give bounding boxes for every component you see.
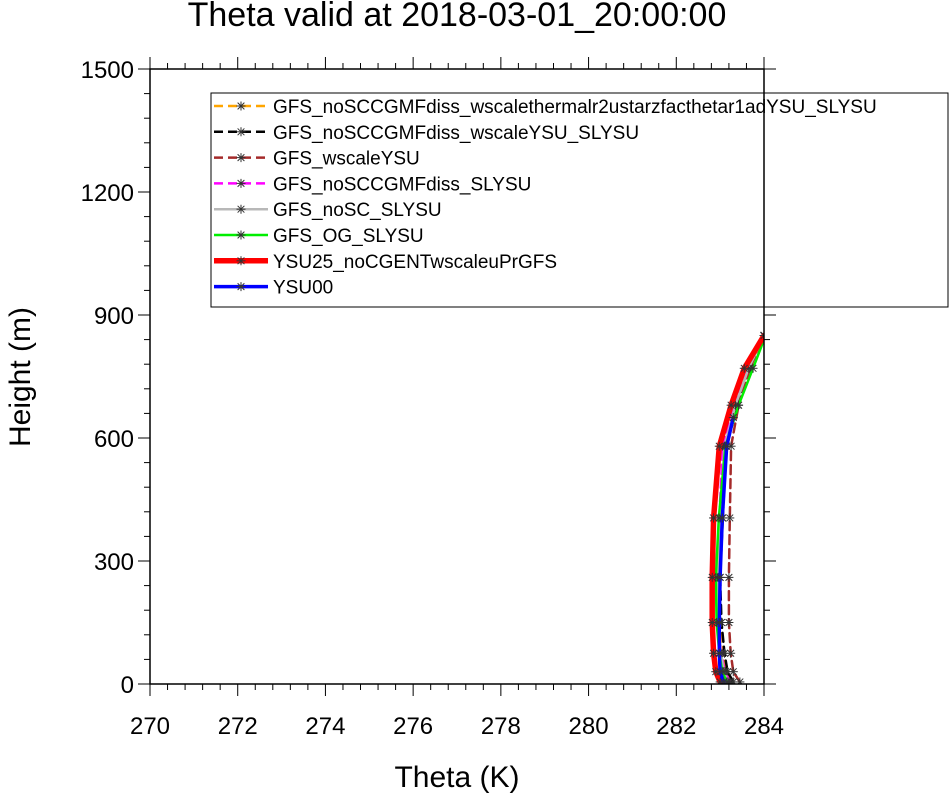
x-tick-label: 276 (393, 713, 433, 740)
x-tick-label: 282 (656, 713, 696, 740)
tick-marks (138, 57, 776, 696)
series-point (717, 513, 727, 523)
y-tick-labels: 0 300 600 900 1200 1500 (81, 57, 134, 699)
legend-label: GFS_wscaleYSU (273, 149, 420, 170)
y-axis-label: Height (m) (4, 307, 37, 447)
y-tick-label: 300 (94, 549, 134, 576)
legend-marker (236, 204, 246, 214)
series-point (714, 618, 724, 627)
series-point (724, 572, 734, 582)
series-point (748, 363, 758, 373)
series-point (715, 667, 725, 677)
legend: GFS_noSCCGMFdiss_wscalethermalr2ustarzfa… (210, 92, 949, 308)
x-tick-label: 272 (218, 713, 258, 740)
y-tick-label: 1500 (81, 57, 134, 84)
series-line (727, 334, 764, 684)
series-point (759, 331, 764, 340)
legend-label: GFS_noSCCGMFdiss_wscalethermalr2ustarzfa… (273, 97, 877, 118)
series-line (709, 332, 764, 684)
series-point (735, 677, 745, 684)
series-point (726, 648, 736, 658)
y-tick-label: 600 (94, 426, 134, 453)
series-point (719, 677, 729, 684)
chart-title: Theta valid at 2018-03-01_20:00:00 (188, 0, 727, 34)
y-tick-label: 0 (121, 672, 134, 699)
x-axis-label: Theta (K) (394, 761, 519, 794)
series-line (716, 334, 764, 684)
series-point (728, 667, 738, 677)
series-point (726, 400, 736, 410)
x-tick-label: 274 (305, 713, 345, 740)
x-tick-label: 284 (744, 713, 784, 740)
x-tick-label: 270 (130, 713, 170, 740)
legend-marker (236, 101, 246, 111)
legend-label: GFS_noSC_SLYSU (273, 200, 442, 221)
legend-marker (236, 178, 246, 188)
y-tick-label: 1200 (81, 180, 134, 207)
legend-label: YSU00 (273, 278, 333, 299)
series-point (728, 413, 738, 422)
legend-label: GFS_noSCCGMFdiss_wscaleYSU_SLYSU (273, 123, 639, 144)
plot-frame (149, 68, 765, 685)
series-point (707, 572, 717, 582)
x-tick-label: 280 (569, 713, 609, 740)
series-lines (707, 331, 764, 684)
x-tick-labels: 270 272 274 276 278 280 282 284 (130, 713, 784, 740)
x-tick-label: 278 (481, 713, 521, 740)
legend-marker (236, 127, 246, 137)
series-point (709, 513, 719, 523)
legend-label: YSU25_noCGENTwscaleuPrGFS (273, 252, 557, 273)
series-point (724, 618, 734, 627)
series-point (722, 441, 732, 451)
y-tick-label: 900 (94, 303, 134, 330)
legend-marker (236, 153, 246, 163)
series-point (739, 363, 749, 373)
legend-marker (236, 230, 246, 240)
series-point (714, 648, 724, 658)
legend-marker (236, 282, 246, 292)
series-point (715, 572, 725, 582)
legend-marker (236, 256, 246, 266)
legend-box (210, 92, 949, 308)
legend-label: GFS_noSCCGMFdiss_SLYSU (273, 174, 531, 195)
legend-label: GFS_OG_SLYSU (273, 226, 424, 247)
